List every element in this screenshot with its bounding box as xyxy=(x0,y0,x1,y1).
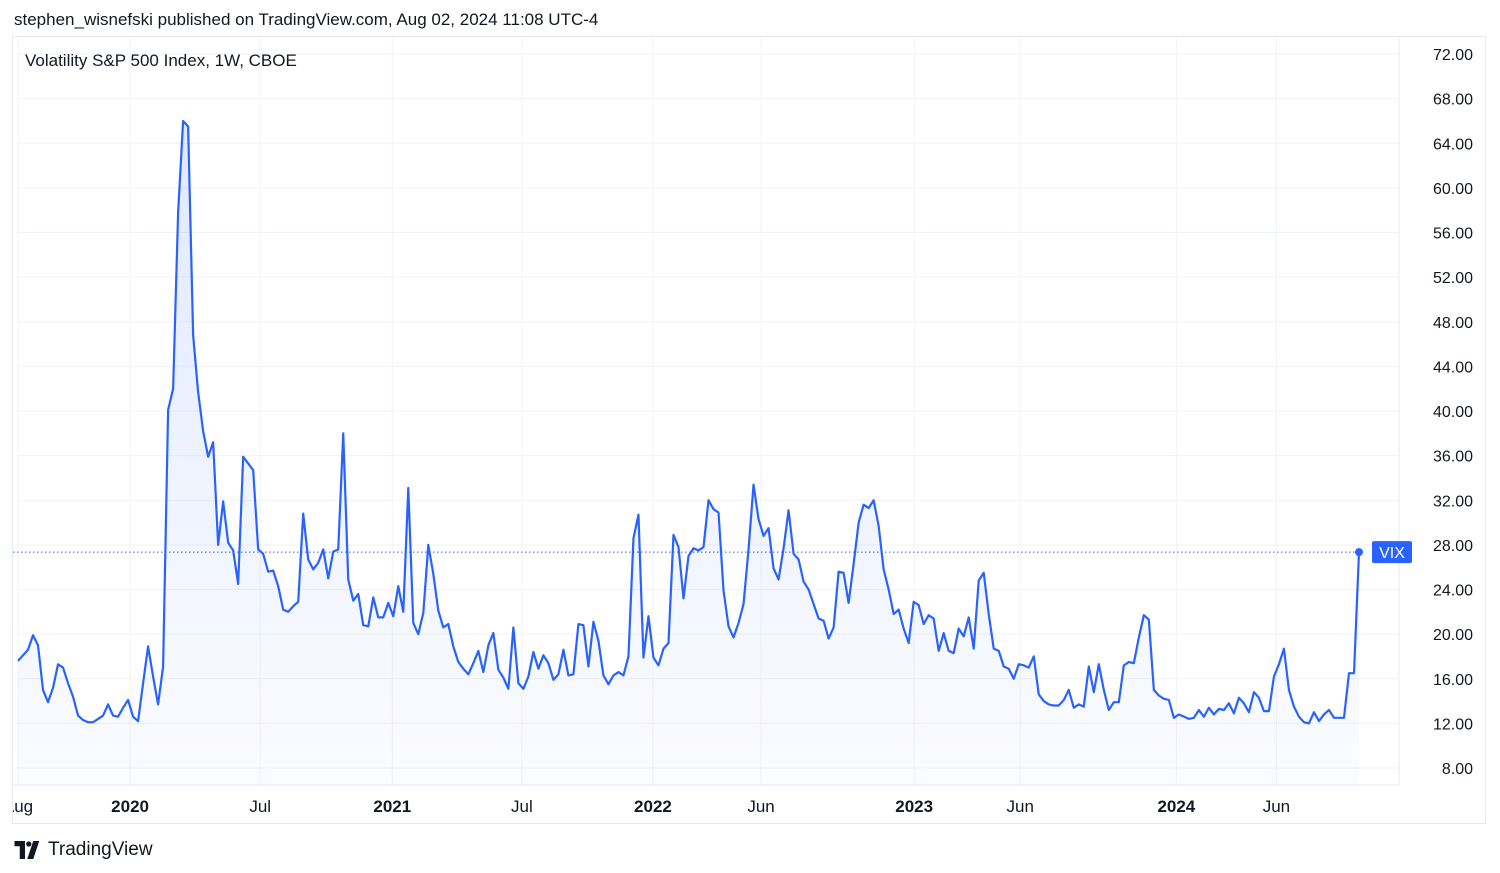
x-axis[interactable]: Aug 2020 Jul 2021 Jul 2022 Jun 2023 Jun 2024 Jun xyxy=(13,797,1290,816)
series-area xyxy=(18,120,1359,785)
y-tick-label: 40.00 xyxy=(1433,404,1473,421)
y-tick-label: 24.00 xyxy=(1433,583,1473,600)
x-tick-label: 2022 xyxy=(634,797,672,816)
y-tick-label: 48.00 xyxy=(1433,315,1473,332)
y-tick-label: 32.00 xyxy=(1433,493,1473,510)
vix-chart[interactable]: VIX 8.00 12.00 16.00 20.00 24.00 28.00 32.00 36… xyxy=(13,37,1485,823)
y-tick-label: 12.00 xyxy=(1433,716,1473,733)
y-tick-label: 20.00 xyxy=(1433,627,1473,644)
x-tick-label: Jul xyxy=(511,797,533,816)
y-tick-label: 16.00 xyxy=(1433,672,1473,689)
y-tick-label: 68.00 xyxy=(1433,92,1473,109)
chart-title: Volatility S&P 500 Index, 1W, CBOE xyxy=(25,51,297,70)
y-tick-label: 52.00 xyxy=(1433,270,1473,287)
x-tick-label: 2024 xyxy=(1157,797,1195,816)
chart-panel[interactable]: VIX 8.00 12.00 16.00 20.00 24.00 28.00 32.00 36… xyxy=(12,36,1486,824)
x-tick-label: Jun xyxy=(1007,797,1034,816)
x-tick-label: Jun xyxy=(1263,797,1290,816)
series-label-badge xyxy=(1372,541,1412,564)
y-tick-label: 8.00 xyxy=(1442,761,1473,778)
y-tick-label: 44.00 xyxy=(1433,359,1473,376)
brand-name: TradingView xyxy=(48,839,153,860)
y-tick-label: 64.00 xyxy=(1433,136,1473,153)
y-tick-label: 56.00 xyxy=(1433,226,1473,243)
x-tick-label: 2023 xyxy=(895,797,933,816)
series-vix: VIX xyxy=(13,119,1412,785)
last-point xyxy=(1355,548,1363,557)
y-axis[interactable]: 8.00 12.00 16.00 20.00 24.00 28.00 32.00 36.00 4… xyxy=(1433,47,1473,778)
x-tick-label: 2020 xyxy=(111,797,149,816)
x-tick-label: Aug xyxy=(13,797,33,816)
y-tick-label: 28.00 xyxy=(1433,538,1473,555)
publish-info: stephen_wisnefski published on TradingVi… xyxy=(14,10,599,29)
y-tick-label: 36.00 xyxy=(1433,449,1473,466)
series-line xyxy=(17,119,1361,725)
x-tick-label: Jun xyxy=(747,797,774,816)
y-tick-label: 60.00 xyxy=(1433,181,1473,198)
footer: TradingView xyxy=(14,836,153,864)
x-tick-label: 2021 xyxy=(373,797,411,816)
tradingview-logo-icon xyxy=(14,841,40,859)
series-label: VIX xyxy=(1379,545,1405,562)
x-tick-label: Jul xyxy=(249,797,271,816)
y-tick-label: 72.00 xyxy=(1433,47,1473,64)
